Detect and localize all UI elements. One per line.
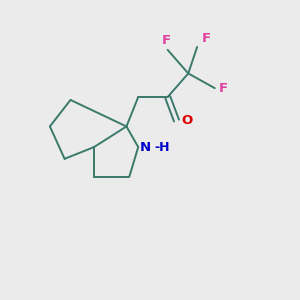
Text: N: N [140,141,151,154]
Text: F: F [162,34,171,47]
Text: O: O [181,114,192,127]
Text: -H: -H [154,141,170,154]
Text: F: F [219,82,228,95]
Text: F: F [202,32,211,46]
